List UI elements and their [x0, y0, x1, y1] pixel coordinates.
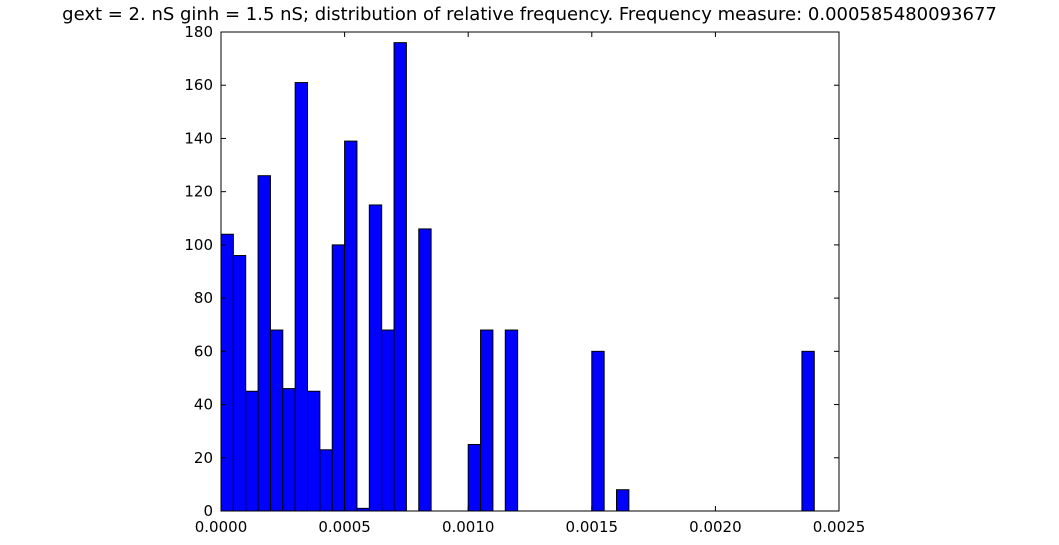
- histogram-bar: [220, 233, 234, 512]
- histogram-bar: [232, 255, 247, 512]
- y-tick-label: 20: [194, 449, 213, 467]
- chart-title: gext = 2. nS ginh = 1.5 nS; distribution…: [62, 4, 997, 25]
- x-tick-label: 0.0000: [195, 518, 248, 536]
- x-tick-label: 0.0020: [689, 518, 742, 536]
- bars-layer: [220, 42, 815, 512]
- axes-layer: 0.0000 0.0005 0.0010 0.0015 0.0020 0.0025 0 20 4…: [184, 23, 865, 536]
- y-tick-label: 0: [203, 502, 213, 520]
- histogram-bar: [307, 390, 321, 512]
- histogram-bar: [344, 140, 358, 512]
- x-tick-label: 0.0005: [318, 518, 371, 536]
- y-tick-label: 160: [184, 76, 213, 94]
- y-tick-label: 100: [184, 236, 213, 254]
- y-tick-label: 120: [184, 183, 213, 201]
- x-tick-label: 0.0015: [566, 518, 619, 536]
- y-tick-label: 140: [184, 129, 213, 147]
- y-tick-label: 80: [194, 289, 213, 307]
- histogram-bar: [616, 489, 630, 512]
- histogram-bar: [282, 388, 296, 512]
- histogram-bar: [319, 449, 333, 512]
- histogram-bar: [801, 350, 815, 512]
- histogram-bar: [269, 329, 284, 512]
- y-tick-label: 60: [194, 342, 213, 360]
- histogram-bar: [393, 42, 407, 512]
- histogram-bar: [480, 329, 494, 512]
- x-tick-label: 0.0010: [442, 518, 495, 536]
- histogram-bar: [467, 443, 482, 512]
- y-tick-label: 180: [184, 23, 213, 41]
- histogram-bar: [257, 175, 271, 512]
- histogram-bar: [504, 329, 519, 512]
- histogram-bar: [418, 228, 432, 512]
- histogram-bar: [245, 390, 259, 512]
- histogram-bar: [331, 244, 346, 512]
- histogram-bar: [368, 204, 383, 512]
- histogram-bar: [591, 350, 605, 512]
- y-tick-label: 40: [194, 396, 213, 414]
- histogram-bar: [381, 329, 395, 512]
- x-tick-label: 0.0025: [813, 518, 866, 536]
- histogram-bar: [294, 82, 309, 512]
- plot-frame: [220, 31, 840, 512]
